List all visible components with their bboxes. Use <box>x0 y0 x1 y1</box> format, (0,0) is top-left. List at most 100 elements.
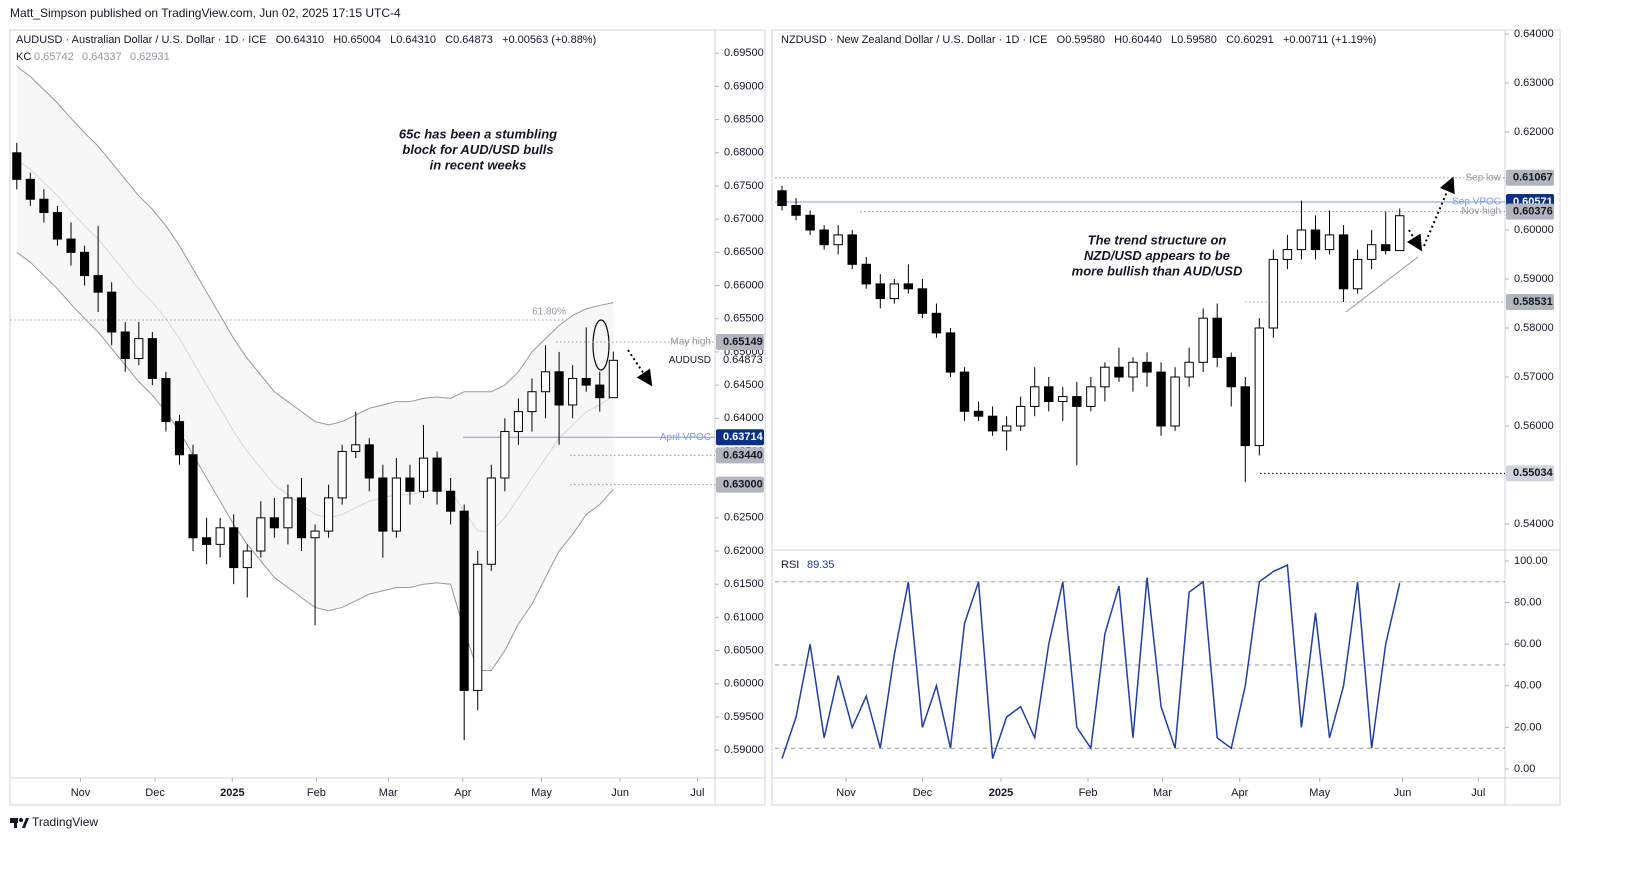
right-panel-frame <box>771 29 1561 806</box>
candle-body <box>987 415 998 432</box>
x-tick-label: Jun <box>1394 787 1412 799</box>
candle-body <box>242 550 252 569</box>
y-tick-label: 0.64500 <box>724 379 764 391</box>
candle-body <box>513 411 523 433</box>
x-tick-label: Feb <box>307 787 326 799</box>
candle-body <box>595 384 605 399</box>
candle-body <box>608 359 618 399</box>
candle-body <box>405 477 415 492</box>
level-price-label: 0.55034 <box>1513 467 1554 479</box>
y-tick-label: 0.61000 <box>724 611 764 623</box>
candle-body <box>1310 229 1321 251</box>
level-price-box <box>1506 465 1554 482</box>
kc-lower-value: 0.62931 <box>130 51 170 63</box>
y-tick-label: 0.59000 <box>724 744 764 756</box>
chart-title: AUDUSD · Australian Dollar / U.S. Dollar… <box>16 34 596 46</box>
level-price-box <box>1506 203 1554 220</box>
kc-middle-value: 0.64337 <box>82 51 122 63</box>
candle-body <box>107 291 117 333</box>
rsi-y-tick-label: 40.00 <box>1514 680 1542 692</box>
candle-body <box>174 421 185 456</box>
candle-body <box>418 457 429 492</box>
candle-body <box>973 410 984 417</box>
annotation: block for AUD/USD bulls <box>402 142 553 157</box>
y-tick-label: 0.68000 <box>724 147 764 159</box>
level-price-label: 0.61067 <box>1513 172 1553 184</box>
arrow-up <box>1423 176 1455 247</box>
candle-body <box>1198 317 1208 363</box>
rsi-y-tick-label: 80.00 <box>1514 597 1542 609</box>
candle-body <box>1044 386 1054 402</box>
highlight-ellipse <box>592 319 610 371</box>
publisher-line: Matt_Simpson published on TradingView.co… <box>10 6 401 20</box>
y-tick-label: 0.57000 <box>1514 371 1554 383</box>
y-tick-label: 0.62500 <box>724 512 764 524</box>
x-tick-label: May <box>1309 787 1330 799</box>
candle-body <box>1268 258 1279 329</box>
x-tick-label: Nov <box>71 787 91 799</box>
x-tick-label: Mar <box>379 787 398 799</box>
candle-body <box>229 527 239 569</box>
candle-body <box>1254 327 1265 447</box>
rsi-y-tick-label: 100.00 <box>1514 555 1548 567</box>
level-price-box <box>716 447 764 464</box>
candle-body <box>1338 234 1349 290</box>
candle-body <box>805 214 815 231</box>
y-tick-label: 0.60500 <box>724 644 764 656</box>
chart-title: NZDUSD · New Zealand Dollar / U.S. Dolla… <box>781 34 1376 46</box>
candle-body <box>66 238 76 253</box>
candle-body <box>1142 361 1152 373</box>
y-tick-label: 0.62000 <box>724 545 764 557</box>
level-price-box <box>716 476 764 493</box>
y-tick-label: 0.62000 <box>1514 126 1554 138</box>
candle-body <box>777 190 787 207</box>
rsi-label: RSI <box>781 559 799 571</box>
x-tick-label: Jun <box>611 787 629 799</box>
level-name: 61.80% <box>532 307 566 318</box>
tradingview-logo <box>10 818 29 828</box>
footer-brand: TradingView <box>32 815 98 829</box>
candle-body <box>833 234 843 246</box>
level-price-label: 0.63440 <box>723 449 763 461</box>
candle-body <box>1380 244 1391 252</box>
annotation: NZD/USD appears to be <box>1084 248 1230 263</box>
candle-body <box>80 251 90 277</box>
candle-body <box>256 517 266 552</box>
candle-body <box>945 332 956 373</box>
candle-body <box>52 212 63 240</box>
candle-body <box>364 444 374 479</box>
rsi-y-tick-label: 0.00 <box>1514 763 1535 775</box>
y-tick-label: 0.64000 <box>724 412 764 424</box>
x-tick-label: Dec <box>145 787 165 799</box>
candle-body <box>296 497 307 539</box>
level-price-label: 0.63714 <box>723 431 764 443</box>
y-tick-label: 0.68500 <box>724 114 764 126</box>
kc-upper <box>16 66 614 426</box>
candle-body <box>1296 229 1307 251</box>
x-tick-label: Dec <box>913 787 933 799</box>
candle-body <box>1352 258 1363 290</box>
candle-body <box>1058 396 1068 402</box>
candle-body <box>527 391 537 413</box>
candle-body <box>188 454 198 539</box>
candle-body <box>959 371 970 412</box>
x-tick-label: Feb <box>1079 787 1098 799</box>
x-tick-label: Nov <box>836 787 856 799</box>
y-tick-label: 0.69500 <box>724 47 764 59</box>
candle-body <box>1226 356 1236 388</box>
y-tick-label: 0.59000 <box>1514 273 1554 285</box>
level-price-label: 0.63000 <box>723 479 763 491</box>
candle-body <box>351 444 361 452</box>
y-tick-label: 0.64000 <box>1514 28 1554 40</box>
y-tick-label: 0.67500 <box>724 180 764 192</box>
candle-body <box>1100 366 1110 388</box>
level-price-box <box>1506 169 1554 186</box>
candle-body <box>120 331 130 360</box>
candle-body <box>1395 215 1405 252</box>
level-name: Nov high <box>1462 206 1501 217</box>
candle-body <box>486 477 496 565</box>
y-tick-label: 0.60000 <box>724 678 764 690</box>
candle-body <box>1212 317 1222 358</box>
